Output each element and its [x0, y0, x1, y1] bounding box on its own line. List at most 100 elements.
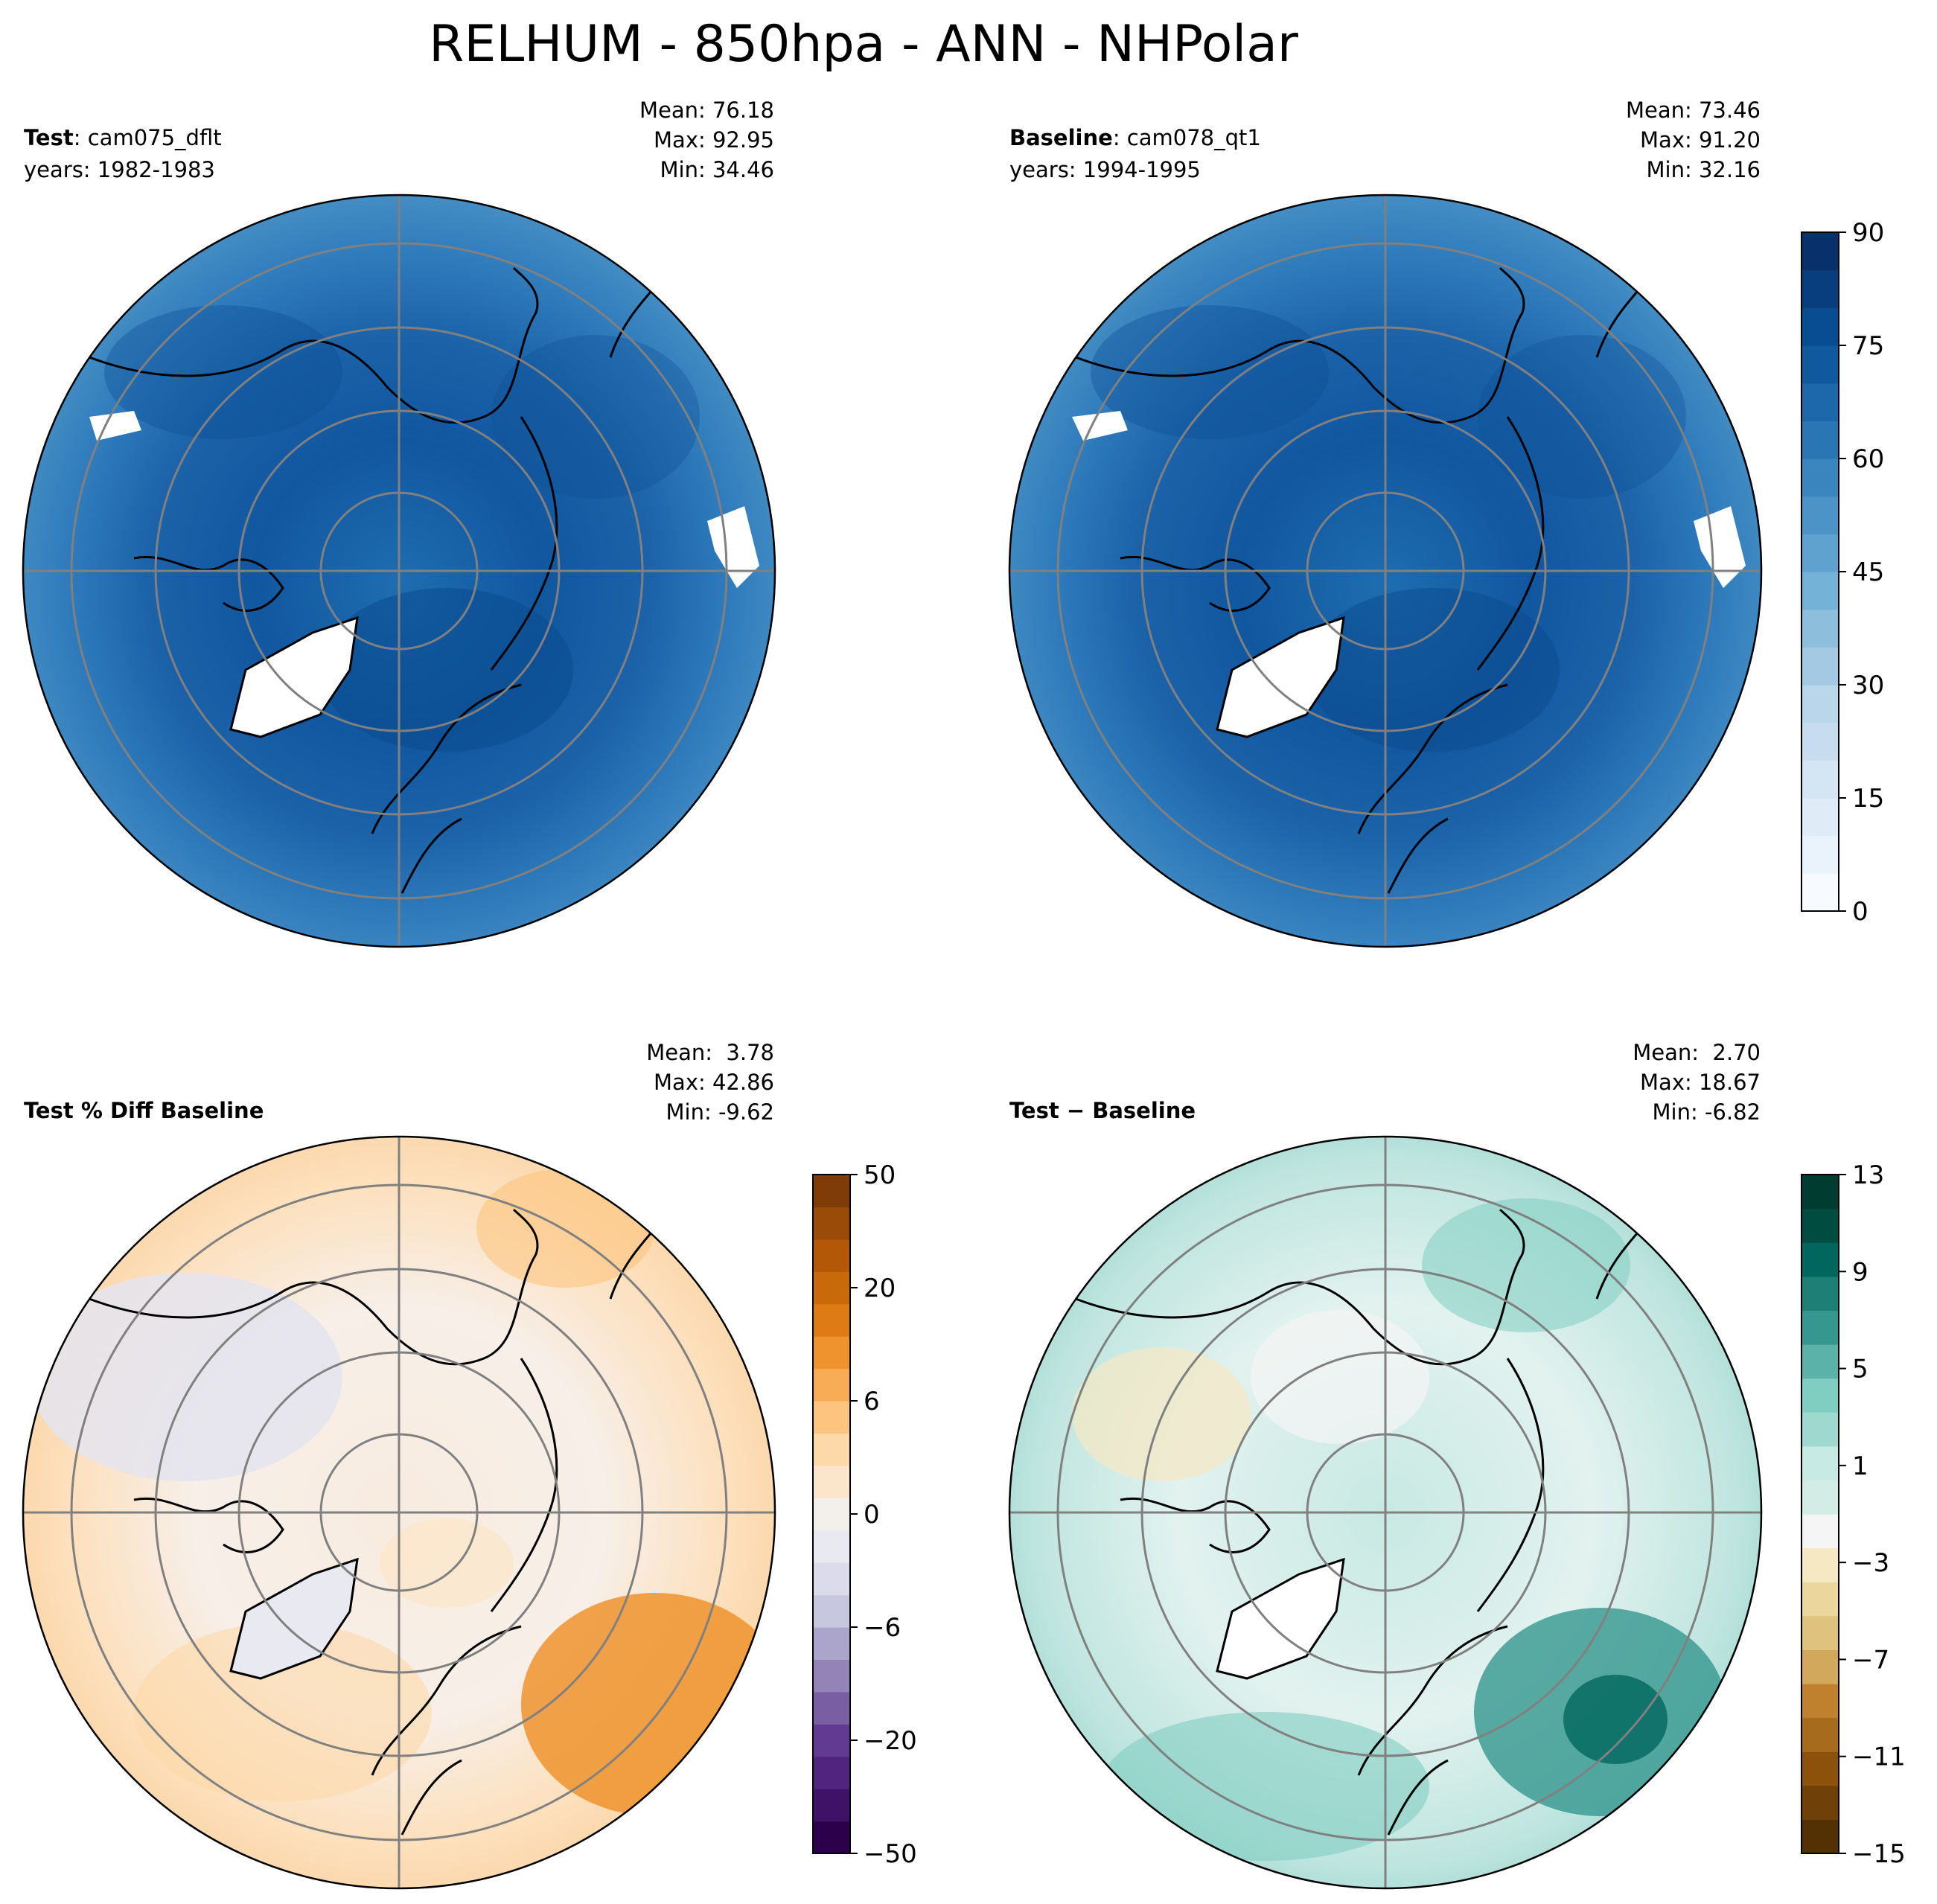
missing-data-greenland [231, 618, 357, 737]
colorbar-segment [813, 1659, 850, 1693]
colorbar-tick-label: 15 [1852, 784, 1884, 814]
panel-test-max: Max: 92.95 [654, 127, 774, 153]
colorbar-segment [813, 1594, 850, 1628]
colorbar-segment [1802, 873, 1839, 912]
colorbar-segment [1802, 1412, 1839, 1447]
colorbar-pctdiff: −50 −20 −6 0 6 20 50 [812, 1160, 917, 1869]
colorbar-relhum: 0 15 30 45 60 75 90 [1801, 218, 1884, 927]
colorbar-tick-label: 50 [864, 1160, 896, 1190]
colorbar-segment [1802, 609, 1839, 648]
colorbar-segment [1802, 798, 1839, 837]
colorbar-tick-label: −3 [1852, 1548, 1889, 1578]
colorbar-segment [813, 1789, 850, 1822]
colorbar-segment [813, 1401, 850, 1434]
colorbar-segment [813, 1530, 850, 1563]
panel-test-mean: Mean: 76.18 [639, 98, 774, 123]
panel-test-boundary [22, 194, 776, 948]
colorbar-segment [1802, 1751, 1839, 1786]
colorbar-tick-label: 75 [1852, 331, 1884, 361]
colorbar-segment [1802, 1344, 1839, 1379]
colorbar-segment [813, 1821, 850, 1854]
panel-diff-mean: Mean: 2.70 [1633, 1040, 1761, 1065]
colorbar-tick-label: −11 [1852, 1742, 1906, 1772]
colorbar-frame [1801, 1174, 1839, 1854]
colorbar-segment [1802, 1378, 1839, 1413]
panel-diff-gridlines [1009, 1137, 1761, 1888]
panel-pctdiff: Test % Diff Baseline Mean: 3.78 Max: 42.… [22, 1040, 776, 1890]
colorbar-segment [813, 1207, 850, 1240]
figure-title: RELHUM - 850hpa - ANN - NHPolar [429, 15, 1298, 74]
panel-test-label-rest: : cam075_dflt [74, 125, 222, 150]
panel-pctdiff-label: Test % Diff Baseline [24, 1098, 264, 1123]
panel-test-gridlines [23, 195, 775, 947]
panel-pctdiff-gridlines [23, 1137, 775, 1888]
colorbar-segment [1802, 1514, 1839, 1549]
colorbar-segment [813, 1368, 850, 1402]
colorbar-segment [813, 1627, 850, 1661]
panel-baseline-label-rest: : cam078_qt1 [1113, 125, 1261, 150]
panel-baseline: Baseline: cam078_qt1 years: 1994-1995 Me… [1008, 98, 1763, 948]
panel-pctdiff-boundary [22, 1135, 776, 1890]
panel-pctdiff-max: Max: 42.86 [654, 1070, 774, 1095]
colorbar-segment [1802, 835, 1839, 874]
colorbar-segment [1802, 534, 1839, 572]
colorbar-segment [1802, 1480, 1839, 1515]
panel-pctdiff-mean: Mean: 3.78 [646, 1040, 774, 1065]
colorbar-tick-label: 0 [864, 1500, 880, 1530]
colorbar-tick-label: −6 [864, 1613, 901, 1643]
missing-data-patch [707, 506, 759, 588]
colorbar-segment [1802, 572, 1839, 610]
panel-diff-boundary [1008, 1135, 1763, 1890]
colorbar-tick-label: 5 [1852, 1355, 1869, 1384]
panel-test-label: Test: cam075_dflt [24, 125, 222, 150]
panel-diff-label: Test − Baseline [1009, 1098, 1196, 1123]
colorbar-tick-label: 1 [1852, 1451, 1869, 1481]
colorbar-segment [1802, 1242, 1839, 1277]
colorbar-tick-label: −15 [1852, 1839, 1906, 1869]
colorbar-segment [813, 1691, 850, 1725]
colorbar-segment [813, 1336, 850, 1370]
colorbar-segment [1802, 1276, 1839, 1311]
colorbar-tick-label: 90 [1852, 218, 1884, 248]
colorbar-segment [1802, 1175, 1839, 1210]
colorbar-segment [1802, 1785, 1839, 1820]
colorbar-segment [1802, 307, 1839, 346]
panel-baseline-coastlines [1075, 266, 1658, 894]
colorbar-tick-label: 9 [1852, 1257, 1869, 1287]
panel-pctdiff-coastlines [89, 1208, 671, 1836]
panel-test-min: Min: 34.46 [660, 157, 774, 182]
colorbar-segment [1802, 685, 1839, 723]
colorbar-segment [1802, 232, 1839, 271]
colorbar-segment [1802, 1310, 1839, 1345]
colorbar-segment [1802, 1582, 1839, 1617]
panel-baseline-max: Max: 91.20 [1640, 127, 1761, 153]
panel-diff-min: Min: -6.82 [1653, 1099, 1761, 1125]
panel-diff: Test − Baseline Mean: 2.70 Max: 18.67 Mi… [1008, 1040, 1763, 1890]
colorbar-segment [1802, 1649, 1839, 1684]
missing-data-patch [1694, 506, 1746, 588]
panel-test: Test: cam075_dflt years: 1982-1983 Mean:… [22, 98, 776, 948]
colorbar-tick-label: −20 [864, 1726, 917, 1756]
panel-baseline-boundary [1008, 194, 1763, 948]
colorbar-segment [1802, 760, 1839, 799]
colorbar-tick-label: 60 [1852, 444, 1884, 474]
panel-baseline-label: Baseline: cam078_qt1 [1009, 125, 1261, 150]
colorbar-segment [813, 1498, 850, 1531]
colorbar-segment [813, 1175, 850, 1208]
colorbar-tick-label: 30 [1852, 671, 1884, 700]
colorbar-segment [813, 1303, 850, 1337]
colorbar-segment [1802, 1547, 1839, 1582]
colorbar-segment [813, 1724, 850, 1757]
colorbar-segment [1802, 383, 1839, 421]
colorbar-segment [1802, 269, 1839, 308]
colorbar-segment [813, 1756, 850, 1789]
colorbar-segment [1802, 421, 1839, 459]
panel-baseline-min: Min: 32.16 [1647, 157, 1761, 182]
missing-data-greenland [1217, 618, 1344, 737]
colorbar-segment [1802, 647, 1839, 686]
panel-baseline-years: years: 1994-1995 [1009, 157, 1201, 182]
colorbar-segment [813, 1465, 850, 1498]
colorbar-segment [813, 1433, 850, 1466]
colorbar-segment [1802, 1208, 1839, 1243]
